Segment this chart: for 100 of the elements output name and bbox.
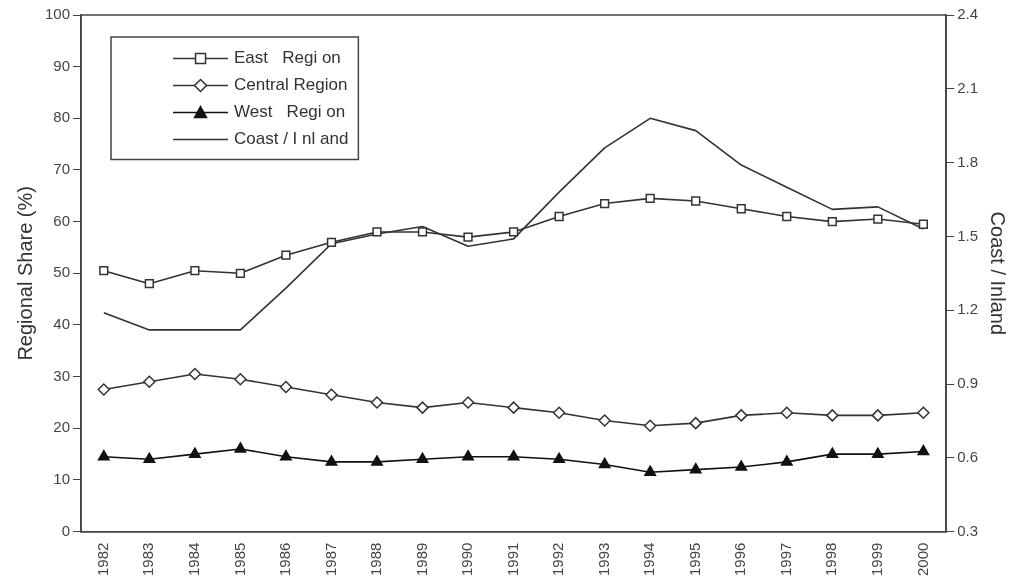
x-tick-label: 1985 — [230, 542, 248, 577]
point — [416, 401, 429, 414]
point — [234, 372, 247, 386]
y-tick-label: 20 — [53, 418, 71, 436]
point — [279, 380, 293, 394]
point — [97, 449, 110, 461]
y2-tick-label: 0.3 — [957, 521, 979, 539]
y2-tick-label: 2.1 — [957, 78, 979, 96]
y2-tick-label: 0.6 — [957, 447, 979, 465]
point — [827, 217, 837, 227]
point — [326, 237, 337, 247]
x-tick-label: 1988 — [367, 542, 385, 577]
point — [780, 406, 794, 420]
point — [600, 198, 610, 209]
point — [325, 388, 338, 401]
point — [507, 449, 520, 461]
point — [281, 250, 291, 260]
x-tick-label: 1987 — [321, 542, 339, 577]
x-tick-label: 1992 — [549, 542, 567, 577]
x-tick-label: 1996 — [731, 542, 749, 577]
y-tick-label: 80 — [53, 108, 71, 126]
y2-tick-label: 2.4 — [957, 5, 979, 23]
point — [689, 462, 702, 474]
legend-label: Coast / I nl and — [234, 129, 349, 149]
x-tick-label: 1989 — [412, 542, 430, 577]
point — [508, 227, 519, 237]
y2-tick-label: 1.5 — [957, 226, 979, 244]
point — [691, 196, 701, 206]
point — [99, 266, 109, 276]
point — [645, 193, 655, 204]
x-tick-label: 1998 — [822, 542, 840, 577]
point — [735, 409, 748, 422]
y-axis-title: Regional Share (%) — [13, 186, 36, 361]
point — [279, 449, 292, 461]
point — [598, 457, 611, 469]
y-tick-label: 10 — [53, 470, 71, 488]
y-tick-label: 60 — [53, 211, 71, 229]
point — [873, 214, 883, 224]
y-tick-label: 0 — [61, 521, 71, 539]
point — [190, 266, 200, 276]
point — [416, 452, 429, 464]
x-tick-label: 1994 — [640, 542, 658, 577]
legend-label: Central Region — [234, 75, 348, 95]
point — [552, 406, 566, 420]
point — [871, 447, 884, 458]
legend-label: East Regi on — [234, 48, 341, 68]
point — [553, 452, 566, 464]
point — [554, 211, 564, 222]
point — [644, 465, 657, 476]
point — [871, 409, 885, 422]
point — [462, 449, 474, 461]
point — [143, 375, 156, 389]
y-tick-label: 70 — [53, 160, 71, 178]
point — [188, 367, 202, 381]
point — [507, 401, 520, 414]
point — [689, 416, 702, 430]
x-tick-label: 1993 — [594, 542, 612, 577]
point — [780, 455, 793, 466]
y-tick-label: 30 — [53, 366, 71, 384]
y-tick-label: 100 — [45, 5, 71, 23]
point — [370, 396, 384, 409]
y-tick-label: 50 — [53, 263, 71, 281]
x-tick-label: 1986 — [276, 542, 294, 577]
y2-tick-label: 0.9 — [957, 374, 979, 392]
y-tick-label: 90 — [53, 56, 71, 74]
point — [826, 447, 839, 458]
x-tick-label: 1990 — [458, 542, 476, 577]
point — [234, 442, 247, 453]
x-tick-label: 1995 — [685, 542, 703, 577]
x-tick-label: 1984 — [185, 542, 202, 577]
x-tick-label: 1997 — [776, 542, 794, 577]
y-tick-label: 40 — [53, 315, 71, 333]
point — [463, 232, 473, 242]
y2-tick-label: 1.8 — [957, 152, 979, 170]
point — [643, 419, 657, 432]
legend-label: West Regi on — [234, 102, 346, 122]
x-tick-label: 1999 — [867, 542, 885, 577]
point — [918, 219, 929, 229]
x-tick-label: 1983 — [139, 542, 157, 577]
y2-axis-title: Coast / Inland — [987, 211, 1010, 336]
point — [417, 227, 428, 237]
y2-tick-label: 1.2 — [957, 300, 979, 318]
point — [371, 455, 383, 466]
point — [736, 204, 746, 214]
point — [325, 455, 338, 466]
x-tick-label: 1982 — [93, 542, 111, 577]
point — [372, 227, 382, 237]
point — [97, 383, 111, 396]
point — [826, 409, 839, 422]
point — [598, 414, 611, 427]
point — [917, 406, 930, 420]
point — [461, 396, 475, 409]
point — [782, 211, 792, 222]
x-tick-label: 1991 — [503, 542, 521, 577]
point — [735, 460, 748, 471]
point — [144, 279, 154, 289]
point — [235, 268, 246, 278]
point — [917, 444, 930, 456]
x-tick-label: 2000 — [913, 542, 931, 577]
point — [143, 452, 156, 464]
